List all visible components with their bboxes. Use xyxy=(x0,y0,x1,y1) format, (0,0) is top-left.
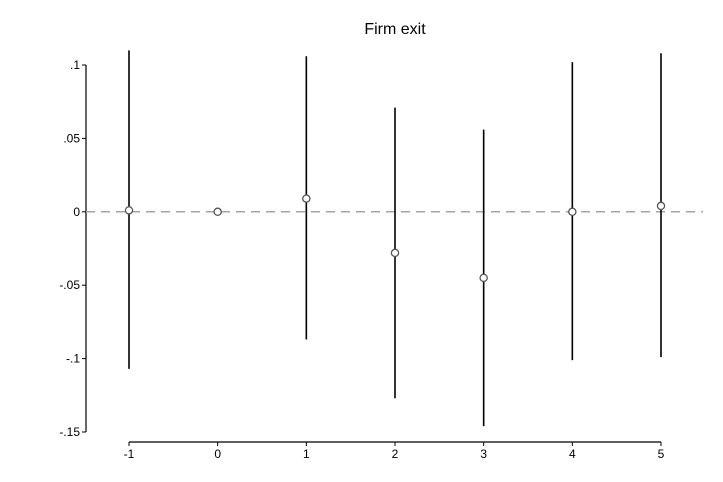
point-estimates xyxy=(124,194,666,283)
confidence-intervals xyxy=(128,50,662,427)
x-tick-label-6: 5 xyxy=(658,447,665,461)
x-tick-label-2: 1 xyxy=(303,447,310,461)
axes xyxy=(82,64,662,446)
x-tick-label-3: 2 xyxy=(392,447,399,461)
chart-title: Firm exit xyxy=(364,21,426,38)
estimate-point-0 xyxy=(124,206,134,215)
x-tick-label-5: 4 xyxy=(569,447,576,461)
x-tick-label-0: -1 xyxy=(124,447,135,461)
estimate-point-1 xyxy=(213,207,222,217)
estimate-point-3 xyxy=(390,248,400,258)
estimate-point-5 xyxy=(568,207,577,217)
y-tick-label-3: -.05 xyxy=(59,278,80,292)
estimate-point-2 xyxy=(302,194,311,203)
y-tick-label-4: -.1 xyxy=(66,352,80,366)
y-tick-label-2: 0 xyxy=(73,205,80,219)
y-tick-label-1: .05 xyxy=(63,131,80,145)
x-tick-label-1: 0 xyxy=(214,447,221,461)
estimate-point-6 xyxy=(656,201,666,211)
y-tick-label-5: -.15 xyxy=(59,425,80,439)
x-tick-label-4: 3 xyxy=(480,447,487,461)
estimate-point-4 xyxy=(479,273,488,283)
tick-labels: .1 .05 0 -.05 -.1 -.15 -1 0 1 2 3 4 5 xyxy=(59,58,664,461)
y-tick-label-0: .1 xyxy=(70,58,80,72)
